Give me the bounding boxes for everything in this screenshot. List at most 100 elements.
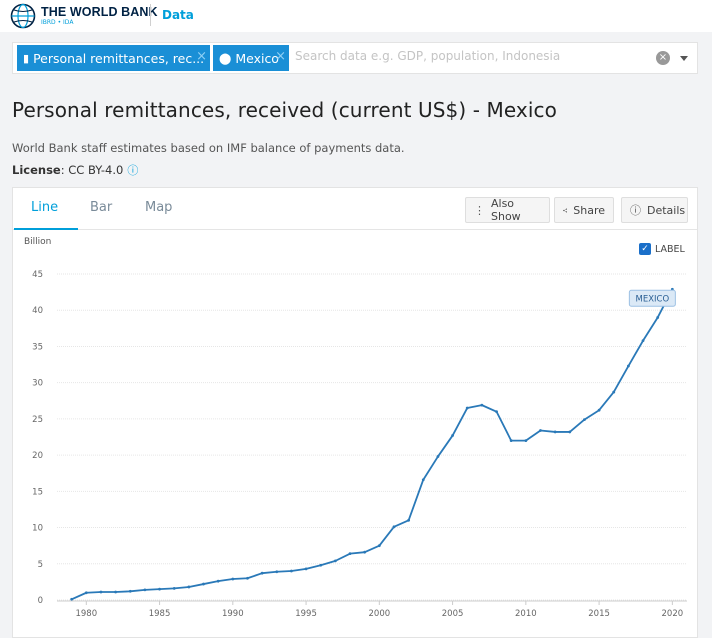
- y-tick-label: 40: [32, 306, 43, 316]
- country-chip[interactable]: ⬤ Mexico ×: [213, 45, 289, 71]
- data-point: [260, 571, 264, 575]
- logo-title: THE WORLD BANK: [41, 5, 158, 20]
- details-button[interactable]: ⓘ Details: [621, 197, 688, 223]
- also-show-button[interactable]: ⋮ Also Show: [465, 197, 550, 223]
- search-box[interactable]: ▮ Personal remittances, rec... × ⬤ Mexic…: [12, 42, 698, 74]
- data-point: [583, 418, 586, 422]
- x-tick-label: 2020: [662, 609, 684, 619]
- share-label: Share: [573, 203, 605, 217]
- info-circle-icon: ⓘ: [630, 204, 641, 217]
- data-point: [451, 434, 454, 437]
- data-point: [597, 408, 601, 412]
- world-bank-logo[interactable]: THE WORLD BANK IBRD • IDA: [10, 3, 158, 29]
- data-point: [290, 569, 293, 573]
- x-tick-label: 2015: [588, 609, 610, 619]
- share-icon: [563, 208, 568, 212]
- data-point: [524, 439, 528, 443]
- remove-indicator-icon[interactable]: ×: [196, 49, 207, 64]
- y-unit-label: Billion: [24, 237, 52, 247]
- data-point: [626, 364, 630, 368]
- page-description: World Bank staff estimates based on IMF …: [12, 141, 405, 155]
- tab-bar[interactable]: Bar: [90, 200, 113, 215]
- tab-map[interactable]: Map: [145, 200, 173, 215]
- more-vertical-icon: ⋮: [474, 203, 485, 217]
- license-value: : CC BY-4.0: [60, 163, 124, 177]
- y-tick-label: 0: [38, 596, 43, 606]
- remove-country-icon[interactable]: ×: [275, 49, 286, 64]
- data-point: [612, 390, 616, 394]
- x-tick-label: 2000: [369, 609, 391, 619]
- indicator-chip-label: Personal remittances, rec...: [33, 50, 205, 66]
- data-point: [421, 478, 425, 482]
- data-point: [158, 587, 161, 591]
- logo-subtitle: IBRD • IDA: [41, 18, 74, 26]
- license-label: License: [12, 163, 61, 177]
- top-header: THE WORLD BANK IBRD • IDA Data: [0, 0, 712, 32]
- x-tick-label: 2005: [442, 609, 464, 619]
- data-point: [377, 544, 381, 548]
- data-point: [70, 597, 74, 601]
- data-point: [509, 439, 513, 443]
- active-tab-indicator: [14, 228, 78, 230]
- clear-search-icon[interactable]: ×: [656, 51, 670, 65]
- data-point: [84, 591, 88, 595]
- series-label-box: [628, 289, 676, 307]
- data-point: [128, 589, 132, 593]
- data-point: [319, 563, 323, 567]
- indicator-chip[interactable]: ▮ Personal remittances, rec... ×: [17, 45, 210, 71]
- data-point: [568, 430, 572, 434]
- search-input[interactable]: [295, 49, 645, 63]
- chart-tabs: Line Bar Map ⋮ Also Show Share ⓘ Details: [13, 188, 697, 230]
- data-point: [231, 577, 235, 581]
- checkbox-checked-icon[interactable]: ✓: [639, 243, 651, 255]
- tab-line[interactable]: Line: [31, 200, 59, 215]
- x-tick-label: 1980: [75, 609, 97, 619]
- y-tick-label: 5: [38, 560, 43, 570]
- data-point: [480, 403, 484, 407]
- data-point: [656, 316, 660, 319]
- data-point: [216, 579, 220, 583]
- share-button[interactable]: Share: [554, 197, 614, 223]
- series-line-mexico: [71, 288, 674, 601]
- label-toggle[interactable]: ✓ LABEL: [639, 243, 685, 255]
- data-point: [172, 587, 176, 590]
- data-point: [465, 406, 469, 410]
- also-show-label: Also Show: [491, 197, 521, 223]
- data-point: [407, 518, 411, 522]
- y-tick-label: 10: [32, 524, 43, 534]
- x-tick-label: 1990: [222, 609, 244, 619]
- license-line: License: CC BY-4.0 ⓘ: [12, 162, 138, 178]
- chevron-down-icon[interactable]: [680, 56, 688, 61]
- header-divider: [150, 4, 151, 26]
- data-point: [143, 588, 147, 592]
- country-chip-label: Mexico: [235, 50, 279, 66]
- y-tick-label: 20: [32, 451, 43, 461]
- chart-panel: Line Bar Map ⋮ Also Show Share ⓘ Details…: [12, 187, 698, 638]
- search-band: ▮ Personal remittances, rec... × ⬤ Mexic…: [0, 32, 712, 84]
- data-section-link[interactable]: Data: [162, 8, 194, 22]
- bar-chart-icon: ▮: [23, 51, 30, 65]
- y-tick-label: 25: [32, 415, 43, 425]
- data-point: [641, 339, 645, 343]
- data-point: [246, 576, 249, 580]
- data-point: [114, 590, 118, 594]
- series-label: MEXICO: [636, 295, 670, 305]
- data-point: [553, 430, 557, 434]
- data-point: [187, 585, 191, 589]
- x-tick-label: 2010: [515, 609, 537, 619]
- y-tick-label: 15: [32, 487, 43, 497]
- data-point: [99, 590, 103, 594]
- data-point: [392, 525, 396, 529]
- data-point: [436, 455, 440, 458]
- y-tick-label: 35: [32, 342, 43, 352]
- data-point: [495, 410, 498, 414]
- globe-icon: [10, 3, 36, 29]
- details-label: Details: [647, 203, 686, 217]
- y-tick-label: 30: [32, 379, 43, 389]
- data-point: [304, 567, 308, 571]
- info-icon[interactable]: ⓘ: [127, 164, 139, 177]
- y-tick-label: 45: [32, 270, 43, 280]
- page-title: Personal remittances, received (current …: [12, 98, 557, 122]
- x-tick-label: 1995: [295, 609, 317, 619]
- location-pin-icon: ⬤: [219, 51, 232, 65]
